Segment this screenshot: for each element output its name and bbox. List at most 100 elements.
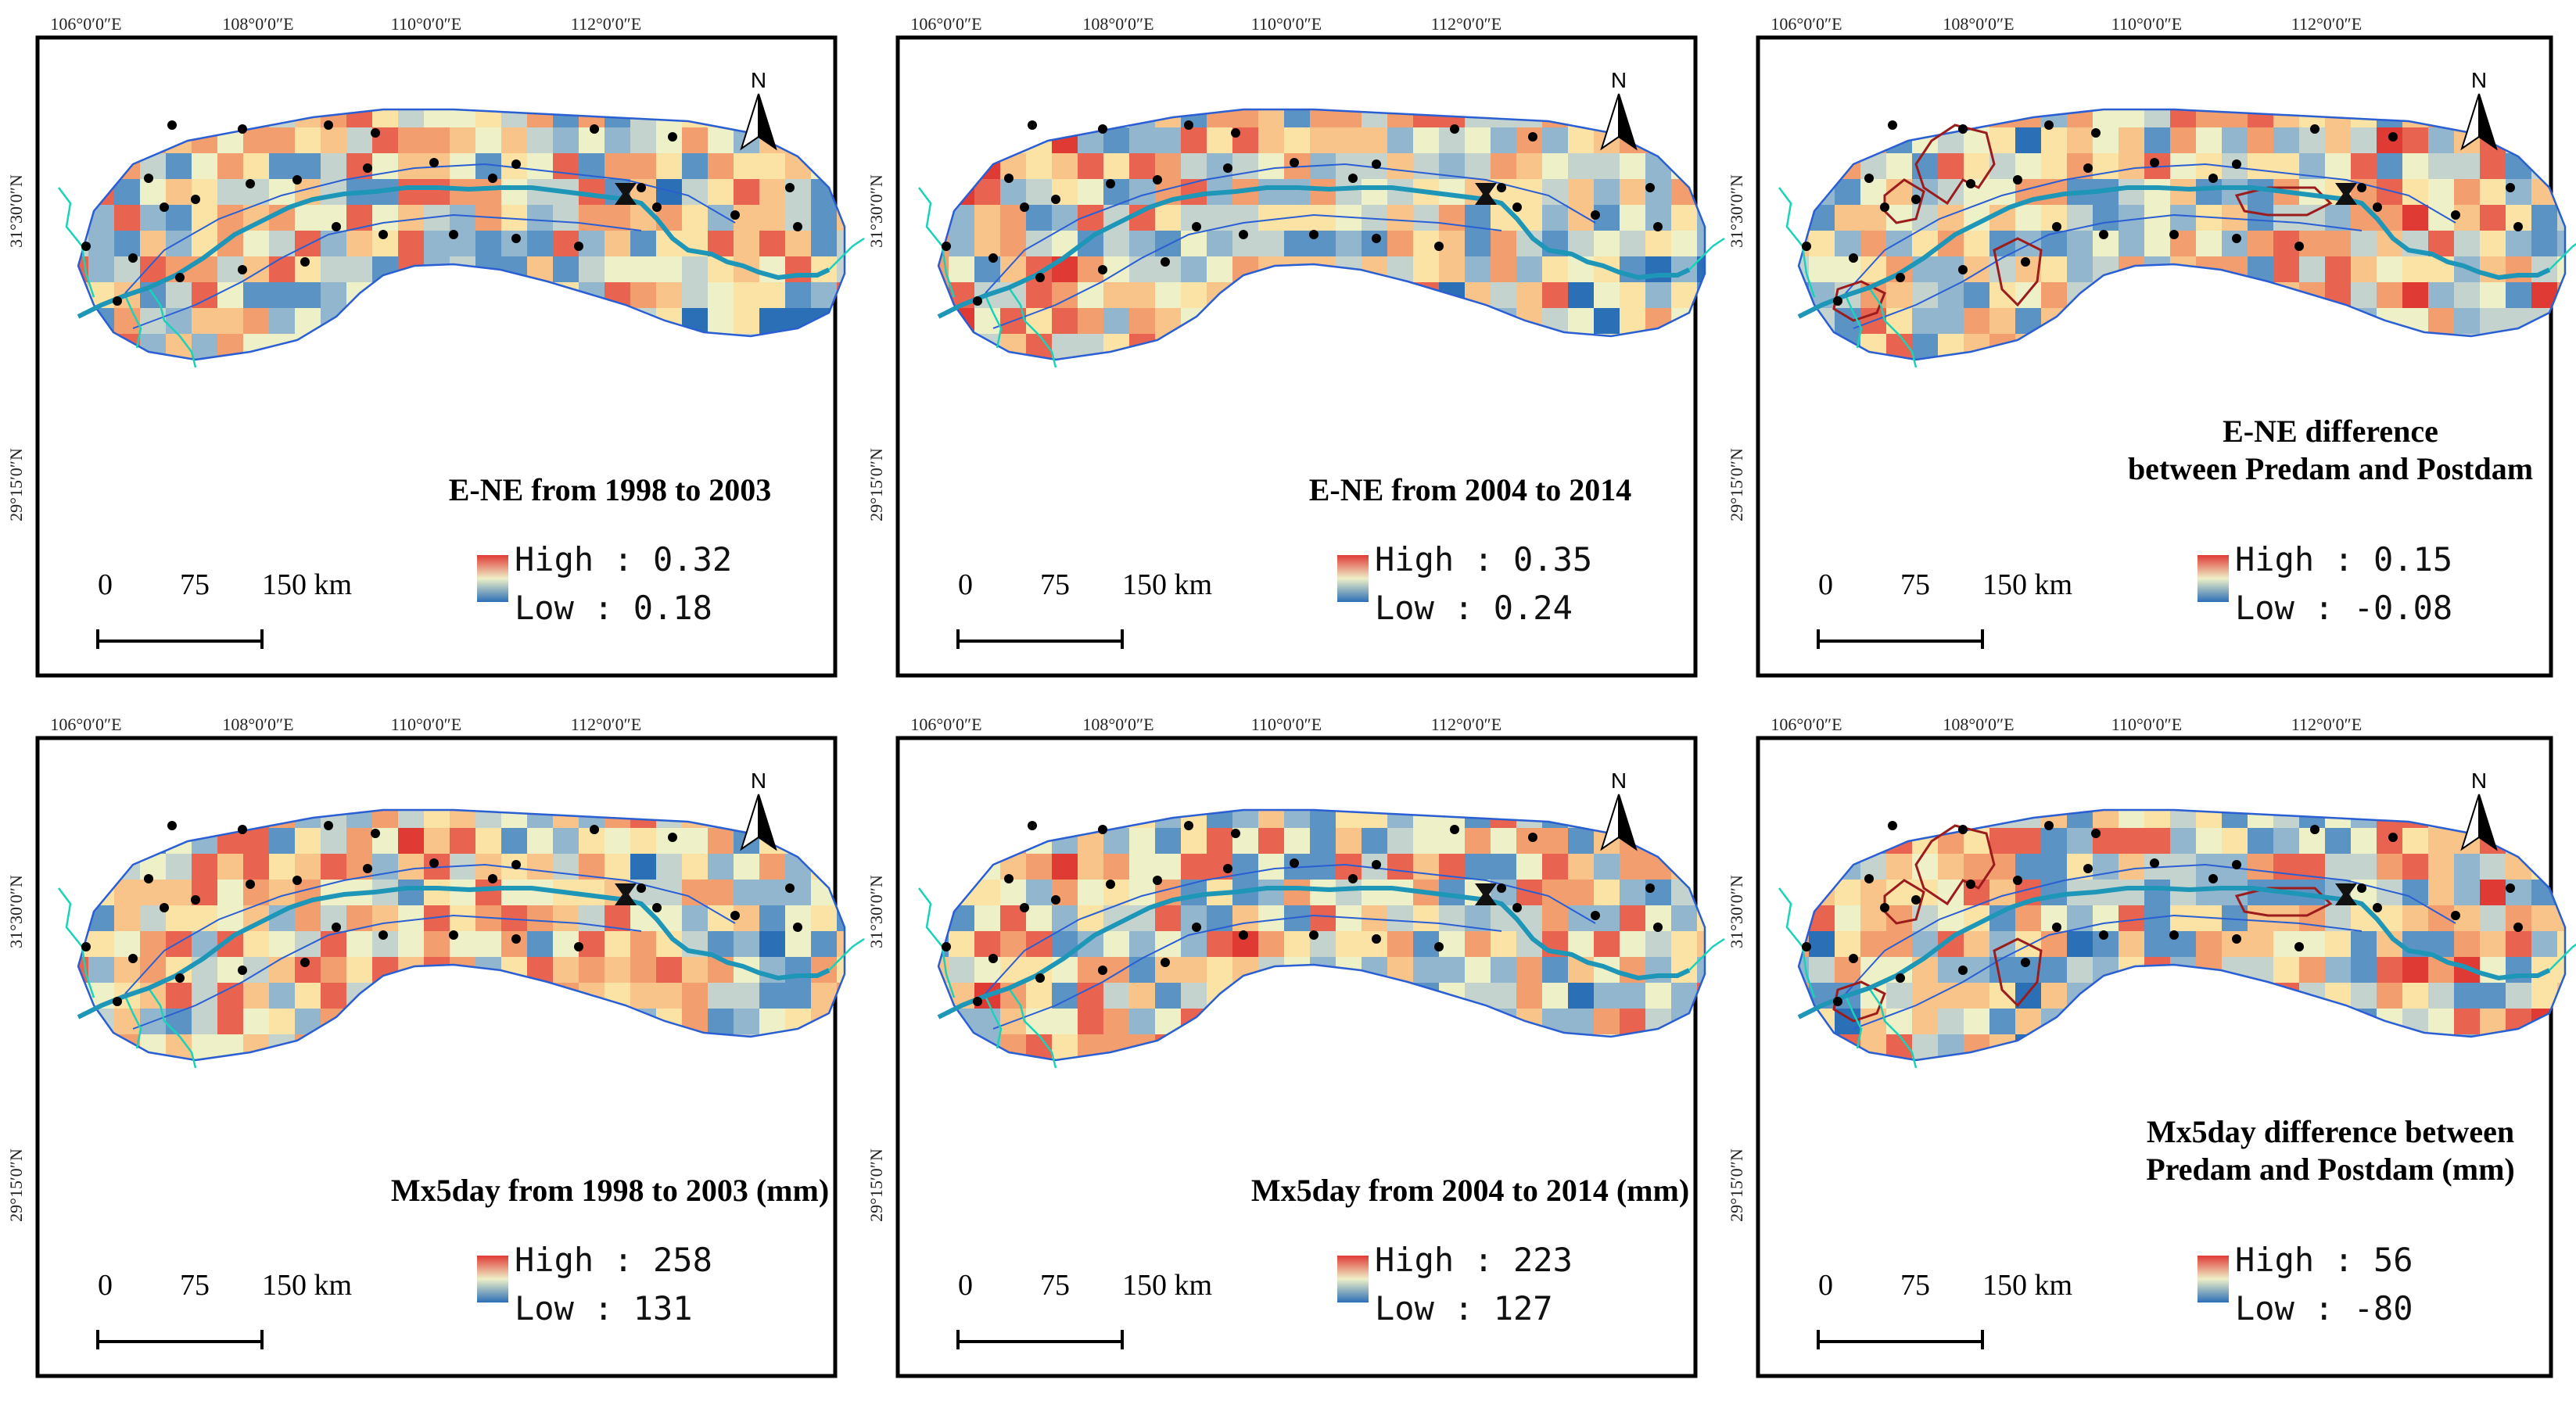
raster-cell	[1439, 205, 1465, 231]
raster-cell	[2067, 810, 2093, 828]
raster-cell	[217, 983, 243, 1009]
station-point	[2083, 864, 2093, 873]
raster-cell	[656, 1060, 682, 1086]
raster-cell	[450, 957, 475, 983]
raster-cell	[2170, 109, 2196, 127]
raster-cell	[114, 1009, 140, 1034]
raster-cell	[295, 127, 321, 153]
station-point	[2169, 930, 2179, 940]
latitude-label: 31°30′0″N	[6, 174, 26, 248]
raster-cell	[2119, 127, 2144, 153]
raster-cell	[2377, 1060, 2402, 1086]
raster-cell	[734, 983, 759, 1009]
raster-cell	[1835, 1060, 1860, 1086]
raster-cell	[974, 231, 1000, 256]
raster-cell	[450, 205, 475, 231]
raster-cell	[243, 828, 269, 854]
raster-cell	[1258, 205, 1284, 231]
raster-cell	[2067, 1060, 2093, 1086]
raster-cell	[2557, 810, 2565, 828]
raster-cell	[2015, 1034, 2041, 1060]
raster-cell	[1671, 1009, 1697, 1034]
raster-cell	[2299, 334, 2325, 360]
station-point	[511, 934, 521, 944]
raster-cell	[2299, 109, 2325, 127]
raster-cell	[450, 905, 475, 931]
raster-cell	[2144, 1034, 2170, 1060]
raster-cell	[811, 1060, 837, 1086]
raster-cell	[450, 282, 475, 308]
raster-cell	[2299, 256, 2325, 282]
raster-cell	[1258, 983, 1284, 1009]
raster-cell	[372, 282, 398, 308]
raster-cell	[1387, 308, 1413, 334]
raster-cell	[1387, 828, 1413, 854]
raster-cell	[1516, 127, 1542, 153]
raster-cell	[1620, 334, 1645, 360]
raster-cell	[2144, 282, 2170, 308]
raster-cell	[1103, 1034, 1129, 1060]
raster-cell	[450, 256, 475, 282]
raster-cell	[1078, 810, 1103, 828]
raster-cell	[553, 153, 579, 179]
raster-cell	[2506, 231, 2531, 256]
raster-cell	[1645, 983, 1671, 1009]
raster-cell	[501, 360, 527, 385]
raster-cell	[2015, 109, 2041, 127]
buffer-band-line	[992, 213, 1502, 329]
raster-cell	[1491, 282, 1516, 308]
raster-cell	[2222, 828, 2248, 854]
raster-cell	[708, 983, 734, 1009]
raster-cell	[1835, 905, 1860, 931]
station-point	[1849, 253, 1858, 263]
raster-cell	[1181, 282, 1207, 308]
raster-cell	[1207, 334, 1232, 360]
raster-cell	[475, 360, 501, 385]
station-point	[332, 222, 341, 231]
raster-cell	[2402, 179, 2428, 205]
tributary-line	[984, 295, 1003, 349]
raster-cell	[1439, 334, 1465, 360]
raster-cell	[1799, 828, 1809, 854]
raster-cell	[269, 1060, 295, 1086]
raster-cell	[2222, 109, 2248, 127]
raster-cell	[1620, 1034, 1645, 1060]
raster-cell	[1284, 231, 1310, 256]
raster-cell	[1026, 983, 1052, 1009]
raster-cell	[1439, 360, 1465, 385]
raster-cell	[2144, 828, 2170, 854]
raster-cell	[1103, 931, 1129, 957]
raster-cell	[630, 957, 656, 983]
raster-cell	[1835, 153, 1860, 179]
raster-cell	[579, 1009, 605, 1034]
raster-cell	[1568, 308, 1594, 334]
raster-cell	[398, 1034, 424, 1060]
raster-cell	[269, 1009, 295, 1034]
raster-cell	[243, 931, 269, 957]
raster-cell	[1671, 334, 1697, 360]
raster-cell	[579, 308, 605, 334]
raster-cell	[372, 256, 398, 282]
raster-cell	[837, 127, 845, 153]
raster-cell	[1155, 308, 1181, 334]
raster-cell	[475, 127, 501, 153]
legend-high-label: High : 223	[1375, 1241, 1573, 1279]
raster-cell	[1026, 931, 1052, 957]
raster-cell	[2325, 854, 2351, 880]
raster-cell	[2170, 1009, 2196, 1034]
raster-cell	[114, 308, 140, 334]
raster-cell	[527, 828, 553, 854]
raster-cell	[1439, 308, 1465, 334]
raster-cell	[1568, 1060, 1594, 1086]
raster-cell	[1620, 983, 1645, 1009]
raster-cell	[372, 810, 398, 828]
raster-cell	[1809, 1034, 1835, 1060]
raster-cell	[1129, 153, 1155, 179]
raster-cell	[2196, 828, 2222, 854]
station-point	[2208, 874, 2218, 883]
raster-cell	[1886, 1009, 1912, 1034]
north-arrow-icon: N	[2460, 769, 2498, 851]
station-point	[2021, 958, 2030, 967]
longitude-label: 110°0′0″E	[2111, 14, 2182, 34]
raster-cell	[243, 153, 269, 179]
